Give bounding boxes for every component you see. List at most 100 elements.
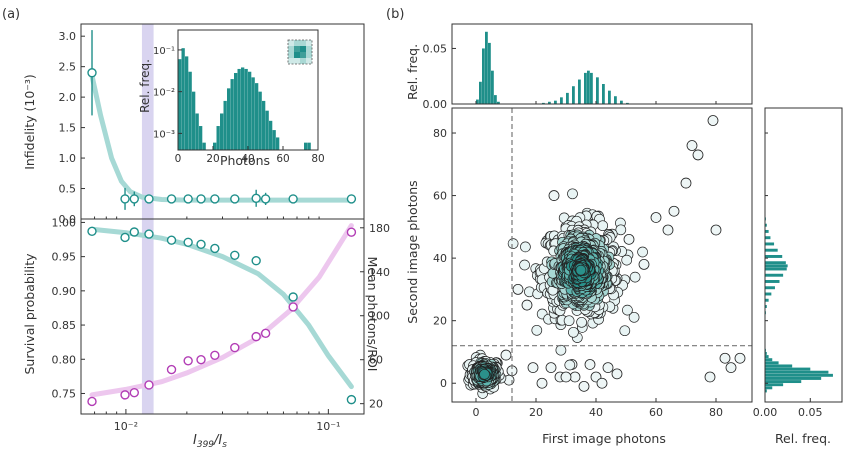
outlier-point (527, 362, 539, 373)
outlier-point (512, 284, 524, 295)
roi-image-icon (287, 39, 313, 65)
survival-fit-curve (89, 226, 354, 390)
roi-pixel (300, 52, 306, 58)
hist-bar (244, 68, 248, 150)
hist-bar (276, 137, 280, 150)
data-point (564, 359, 576, 371)
y2-tick-label: 140 (369, 266, 390, 279)
photons-point (87, 396, 97, 407)
roi-pixel (306, 52, 312, 58)
hist-bar (178, 59, 182, 150)
roi-pixel (300, 46, 306, 52)
hist-bar (262, 100, 266, 150)
data-point (196, 194, 206, 204)
outlier-point (548, 190, 560, 201)
hist-bar (488, 42, 491, 104)
roi-pixel (306, 40, 312, 46)
survival-point (87, 226, 97, 237)
outlier-point (662, 224, 674, 236)
roi-pixel (306, 58, 312, 64)
outlier-point (500, 349, 512, 361)
outlier-point (704, 371, 716, 383)
hist-bar (765, 380, 802, 384)
hist-bar (566, 92, 569, 104)
y-tick-label: 0.05 (423, 42, 448, 55)
roi-pixel (294, 40, 300, 46)
hist-bar (269, 120, 273, 150)
photons-point (129, 387, 139, 398)
photons-point (196, 354, 206, 365)
y-tick-label: 10⁻¹ (153, 46, 175, 57)
y-tick-label: 2.5 (59, 61, 77, 74)
y2-tick-label: 60 (369, 354, 383, 367)
survival-point (120, 232, 130, 243)
hist-bar (572, 86, 575, 104)
data-point (555, 344, 567, 356)
survival-point (196, 239, 206, 250)
outlier-point (719, 352, 731, 364)
data-point (507, 238, 519, 249)
outlier-point (734, 352, 746, 364)
hist-bar (765, 370, 829, 374)
outlier-point (623, 233, 635, 245)
survival-point (166, 235, 177, 245)
y-tick-label: 2.0 (59, 91, 77, 104)
outlier-point (578, 380, 590, 392)
infidelity-ylabel: Infidelity (10⁻³) (22, 74, 37, 170)
data-point (621, 254, 633, 266)
roi-pixel (300, 40, 306, 46)
highlight-band (141, 24, 154, 219)
data-point (629, 271, 641, 283)
y-tick-label: 20 (433, 315, 447, 328)
scatter-points (462, 115, 746, 399)
y2-tick-label: 180 (369, 222, 390, 235)
hist-bar (192, 91, 196, 150)
outlier-point (680, 177, 692, 189)
data-point (563, 315, 575, 327)
data-point (230, 194, 240, 204)
survival-ylabel: Survival probability (22, 253, 37, 375)
hist-bar (765, 229, 769, 233)
survival-point (129, 227, 139, 237)
hist-bar (596, 77, 599, 104)
y-tick-label: 0.75 (52, 387, 77, 400)
outlier-point (710, 224, 722, 236)
outlier-point (686, 140, 698, 151)
y-tick-label: 0.00 (423, 98, 448, 111)
hist-bar (765, 361, 779, 365)
data-point (619, 325, 631, 337)
survival-point (144, 229, 154, 239)
outlier-point (584, 359, 596, 370)
hist-bar (626, 102, 629, 104)
outlier-point (668, 205, 680, 217)
outlier-point (521, 299, 533, 311)
hist-bar (548, 101, 551, 104)
y-tick-label: 3.0 (59, 30, 77, 43)
survival-point (210, 243, 220, 254)
hist-bar (765, 223, 767, 227)
inset-histogram: 0 20 40 60 80 10⁻³ 10⁻² 10⁻¹ (153, 29, 325, 165)
hist-bar (237, 68, 241, 150)
axis-labels: Infidelity (10⁻³) Rel. freq. Photons Sur… (22, 44, 831, 450)
data-point (346, 194, 357, 204)
hist-bar (608, 90, 611, 104)
y2-tick-label: 20 (369, 398, 383, 411)
x-tick-label: 0 (175, 153, 182, 165)
x-tick-label: 10⁻² (114, 420, 138, 433)
photons-roi-ylabel: Mean photons/ROI (365, 257, 380, 372)
hist-bar (765, 364, 793, 368)
outlier-point (569, 371, 581, 383)
data-point (129, 194, 139, 204)
outlier-point (725, 362, 737, 373)
hist-bar (265, 110, 269, 150)
hist-bar (765, 280, 780, 283)
data-point (597, 220, 609, 232)
data-point (519, 259, 530, 271)
data-point (531, 324, 543, 336)
outlier-point (650, 212, 662, 223)
hist-bar (554, 100, 557, 104)
hist-bar (195, 113, 199, 150)
y-tick-label: 0.0 (59, 213, 77, 226)
roi-pixel (294, 46, 300, 52)
